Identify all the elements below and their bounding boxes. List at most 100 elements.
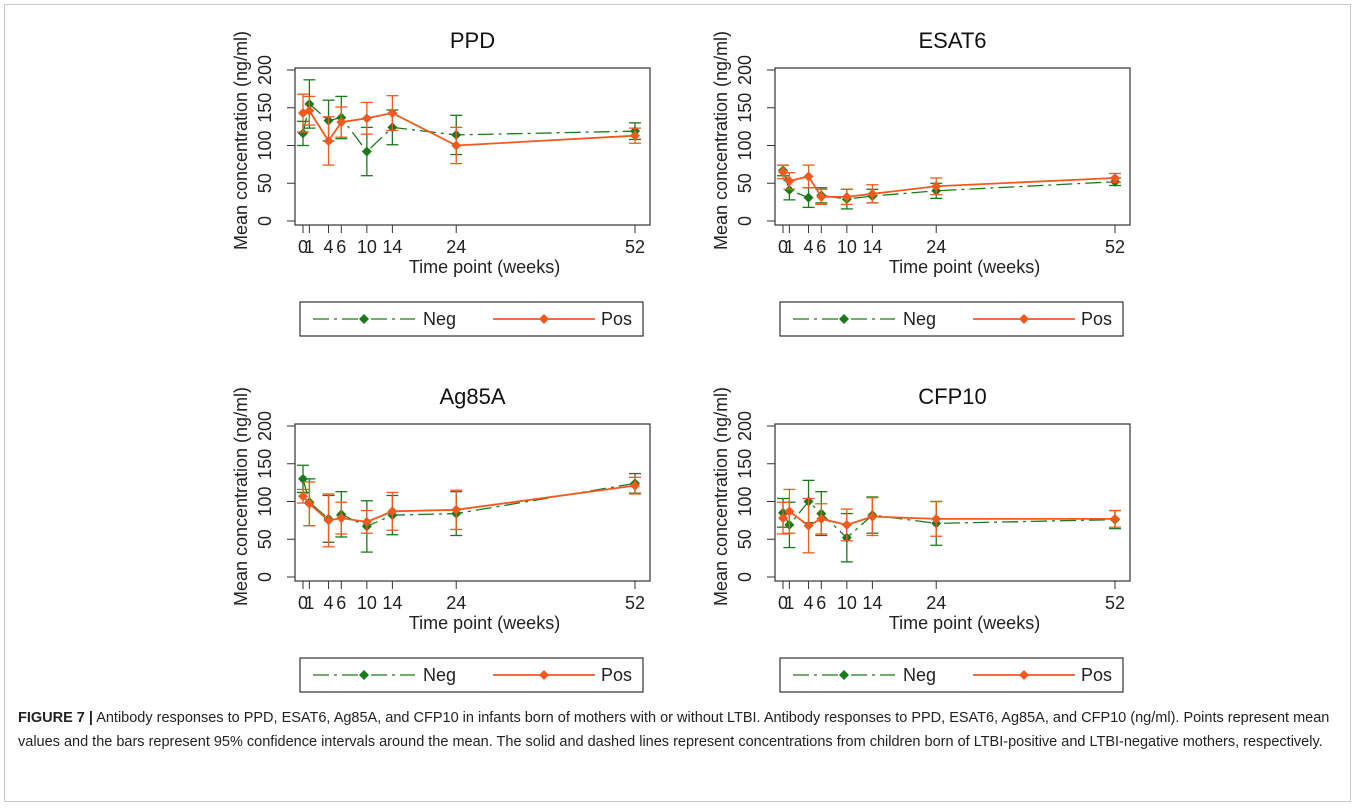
- caption-text: Antibody responses to PPD, ESAT6, Ag85A,…: [18, 710, 1330, 750]
- plot-frame: [294, 67, 651, 226]
- x-tick-label: 10: [837, 593, 857, 613]
- data-point: [841, 519, 852, 530]
- x-tick-label: 0: [298, 237, 308, 257]
- x-axis-label: Time point (weeks): [889, 257, 1040, 277]
- x-tick-label: 1: [784, 237, 794, 257]
- y-tick-label: 150: [735, 449, 755, 479]
- y-tick-label: 50: [255, 173, 275, 193]
- legend-neg-label: Neg: [903, 309, 936, 329]
- x-tick-label: 0: [778, 237, 788, 257]
- x-tick-label: 0: [298, 593, 308, 613]
- legend-pos-label: Pos: [1081, 309, 1112, 329]
- legend-box: [299, 301, 644, 337]
- data-point: [298, 491, 308, 502]
- data-point: [816, 191, 827, 202]
- y-tick-label: 150: [255, 93, 275, 123]
- y-tick-label: 50: [255, 529, 275, 549]
- data-point: [1110, 513, 1120, 524]
- y-tick-label: 200: [735, 411, 755, 441]
- data-point: [451, 504, 462, 515]
- data-point: [803, 192, 814, 203]
- data-point: [778, 513, 788, 524]
- y-tick-label: 0: [255, 216, 275, 226]
- data-point: [778, 166, 788, 177]
- series-line: [302, 484, 636, 523]
- data-point: [784, 175, 795, 186]
- legend-neg-marker: [839, 670, 849, 680]
- legend-pos-label: Pos: [601, 665, 632, 685]
- x-tick-label: 6: [816, 237, 826, 257]
- x-tick-label: 10: [837, 237, 857, 257]
- legend-pos-marker: [539, 670, 549, 680]
- data-point: [451, 140, 462, 151]
- series-line: [302, 109, 636, 147]
- legend-box: [779, 657, 1124, 693]
- x-axis-label: Time point (weeks): [409, 613, 560, 633]
- x-tick-label: 10: [357, 237, 377, 257]
- legend-neg-marker: [359, 314, 369, 324]
- data-point: [1110, 172, 1120, 183]
- x-tick-label: 14: [382, 237, 402, 257]
- figure-caption: FIGURE 7 | Antibody responses to PPD, ES…: [18, 706, 1340, 754]
- series-line: [782, 510, 1115, 527]
- y-tick-label: 200: [735, 55, 755, 85]
- x-tick-label: 4: [324, 593, 334, 613]
- x-tick-label: 14: [862, 593, 882, 613]
- x-tick-label: 10: [357, 593, 377, 613]
- y-tick-label: 100: [255, 130, 275, 160]
- data-point: [361, 146, 372, 157]
- y-tick-label: 0: [735, 572, 755, 582]
- x-tick-label: 24: [446, 593, 466, 613]
- data-point: [931, 181, 942, 192]
- data-point: [336, 513, 347, 524]
- data-point: [630, 480, 640, 491]
- plot-frame: [774, 67, 1131, 226]
- y-tick-label: 100: [255, 486, 275, 516]
- data-point: [841, 191, 852, 202]
- data-point: [784, 185, 795, 196]
- chart-title: Ag85A: [439, 384, 505, 409]
- x-tick-label: 52: [1105, 593, 1125, 613]
- y-tick-label: 150: [255, 449, 275, 479]
- x-tick-label: 52: [625, 593, 645, 613]
- y-tick-label: 0: [255, 572, 275, 582]
- chart-title: CFP10: [918, 384, 986, 409]
- y-tick-label: 100: [735, 486, 755, 516]
- data-point: [336, 117, 347, 128]
- data-point: [867, 188, 878, 199]
- x-tick-label: 6: [816, 593, 826, 613]
- data-point: [298, 473, 308, 484]
- data-point: [361, 516, 372, 527]
- x-tick-label: 4: [804, 237, 814, 257]
- data-point: [803, 520, 814, 531]
- y-tick-label: 150: [735, 93, 755, 123]
- data-point: [323, 515, 334, 526]
- x-tick-label: 52: [1105, 237, 1125, 257]
- x-axis-label: Time point (weeks): [409, 257, 560, 277]
- y-axis-label: Mean concentration (ng/ml): [231, 387, 251, 606]
- x-tick-label: 14: [382, 593, 402, 613]
- caption-label: FIGURE 7 |: [18, 710, 93, 726]
- series-line: [302, 102, 636, 153]
- x-tick-label: 4: [324, 237, 334, 257]
- chart-title: ESAT6: [918, 28, 986, 53]
- x-tick-label: 1: [784, 593, 794, 613]
- x-tick-label: 14: [862, 237, 882, 257]
- data-point: [931, 513, 942, 524]
- legend-neg-marker: [359, 670, 369, 680]
- y-tick-label: 50: [735, 173, 755, 193]
- x-tick-label: 52: [625, 237, 645, 257]
- legend-neg-marker: [839, 314, 849, 324]
- y-axis-label: Mean concentration (ng/ml): [711, 387, 731, 606]
- y-tick-label: 100: [735, 130, 755, 160]
- figure-frame: [4, 4, 1351, 802]
- data-point: [323, 135, 334, 146]
- data-point: [803, 171, 814, 182]
- data-point: [304, 105, 315, 116]
- y-tick-label: 50: [735, 529, 755, 549]
